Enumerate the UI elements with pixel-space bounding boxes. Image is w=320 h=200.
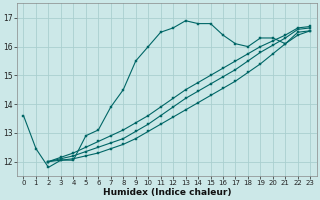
X-axis label: Humidex (Indice chaleur): Humidex (Indice chaleur) (103, 188, 231, 197)
